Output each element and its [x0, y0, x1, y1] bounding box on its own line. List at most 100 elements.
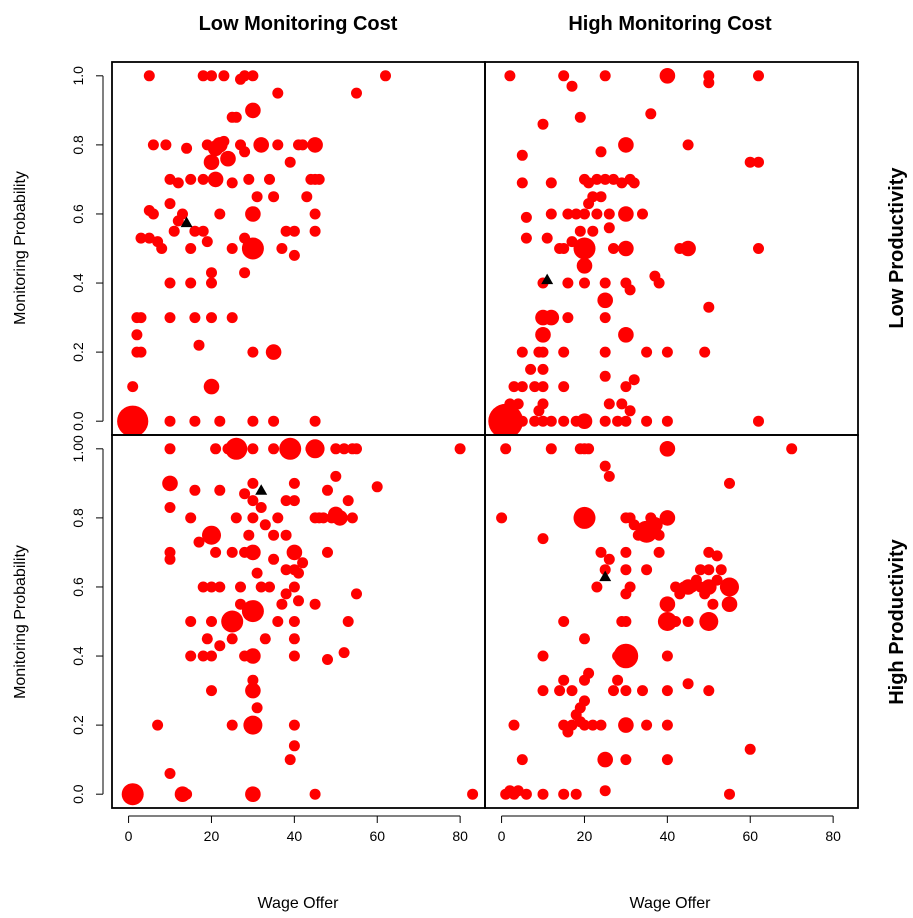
data-point [245, 544, 261, 561]
data-point [189, 312, 201, 324]
data-point [620, 546, 632, 558]
mean-marker-triangle [180, 216, 193, 228]
data-point [562, 208, 574, 220]
data-point [612, 674, 624, 686]
data-point [579, 695, 590, 707]
data-point [608, 173, 619, 185]
data-point [591, 208, 603, 220]
mean-marker-triangle [255, 484, 268, 495]
data-point [525, 363, 537, 375]
data-point [206, 312, 217, 324]
data-point [558, 243, 570, 254]
y-tick-label: 1.0 [70, 66, 86, 86]
data-point [286, 544, 303, 561]
data-point [147, 208, 159, 220]
data-point [595, 146, 607, 158]
data-point [351, 588, 362, 600]
data-point [309, 225, 321, 237]
data-point [618, 137, 634, 153]
data-point [616, 398, 628, 410]
data-point [210, 546, 222, 558]
data-point [467, 788, 479, 800]
data-point [203, 154, 220, 170]
data-point [573, 506, 596, 529]
data-point [576, 258, 593, 274]
data-point [529, 415, 541, 427]
data-point [185, 243, 197, 254]
data-point [268, 443, 280, 455]
data-point [603, 398, 615, 410]
data-point [537, 533, 549, 545]
data-point [661, 415, 673, 427]
data-point [599, 785, 611, 797]
data-point [245, 786, 261, 802]
data-point [620, 754, 632, 766]
data-point [288, 740, 300, 752]
data-point [620, 381, 632, 393]
data-point [603, 553, 615, 565]
data-point [608, 243, 619, 254]
data-point [680, 240, 696, 257]
data-point [661, 719, 673, 731]
panel-frame [484, 434, 859, 809]
data-point [537, 363, 549, 375]
data-point [259, 519, 271, 531]
data-point [613, 643, 639, 669]
data-point [280, 529, 292, 541]
data-point [193, 339, 205, 351]
y-tick-label: 0.2 [70, 715, 86, 735]
data-point [293, 595, 304, 607]
data-point [520, 232, 532, 244]
data-point [164, 173, 176, 185]
data-point [587, 719, 599, 731]
data-point [177, 208, 188, 220]
data-point [516, 177, 528, 189]
data-point [185, 277, 197, 289]
data-point [558, 70, 570, 82]
data-point [624, 284, 636, 296]
data-point [682, 139, 694, 151]
data-point [618, 240, 634, 257]
data-point [520, 788, 532, 800]
data-point [711, 550, 723, 562]
data-point [516, 415, 528, 427]
data-point [164, 312, 176, 324]
data-point [239, 146, 251, 158]
data-point [338, 647, 350, 659]
data-point [197, 70, 209, 82]
data-point [545, 415, 557, 427]
y-tick-label: 0.6 [70, 577, 86, 597]
data-point [143, 232, 155, 244]
data-point [307, 137, 323, 153]
data-point [251, 567, 263, 579]
data-point [206, 581, 217, 593]
data-point [599, 346, 611, 358]
data-point [670, 616, 682, 627]
data-point [500, 443, 512, 455]
data-point [537, 415, 549, 427]
data-point [599, 370, 611, 382]
data-point [574, 111, 586, 123]
x-tick-label: 60 [369, 828, 385, 844]
row-title-low-productivity: Low Productivity [886, 167, 908, 329]
data-point [268, 191, 280, 203]
data-point [579, 277, 590, 289]
data-point [322, 654, 333, 665]
data-point [653, 529, 665, 541]
data-point [620, 564, 632, 576]
data-point [197, 581, 209, 593]
data-point [682, 678, 694, 690]
data-point [537, 685, 549, 697]
data-point [214, 581, 226, 593]
x-tick-label: 0 [498, 828, 506, 844]
data-point [616, 177, 628, 189]
data-point [537, 788, 549, 800]
data-point [753, 156, 764, 168]
data-point [297, 557, 309, 569]
data-point [454, 443, 466, 455]
data-point [504, 398, 516, 410]
data-point [753, 243, 764, 254]
data-point [558, 616, 570, 627]
data-point [653, 277, 665, 289]
data-point [535, 327, 551, 343]
